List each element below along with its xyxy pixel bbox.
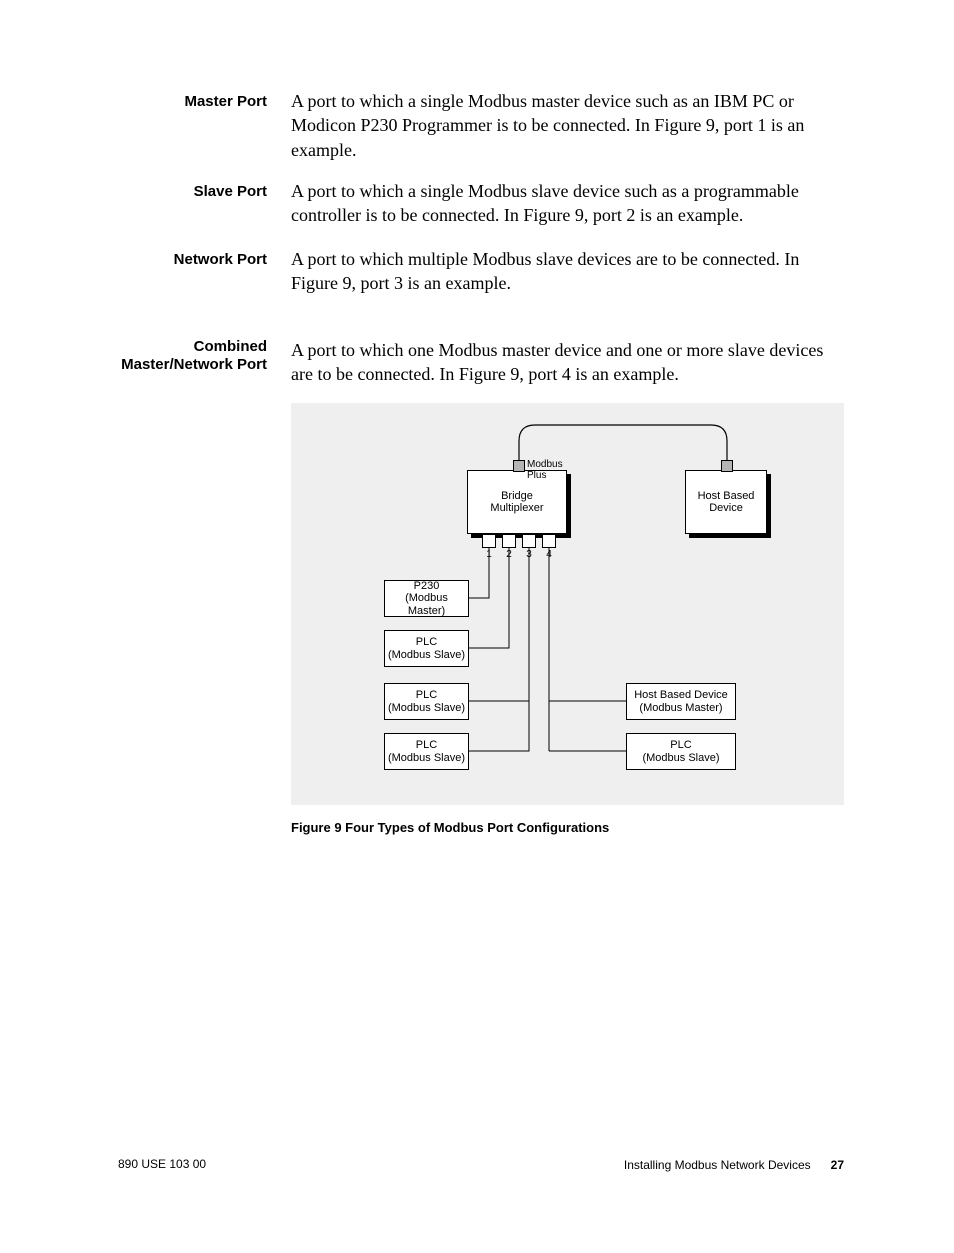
- bm85-port-1: [482, 534, 496, 548]
- bm85-port-2: [502, 534, 516, 548]
- plc4-l1: PLC: [670, 739, 691, 751]
- bm85-label-l2: Multiplexer: [490, 502, 543, 514]
- para-combined: A port to which one Modbus master device…: [291, 338, 844, 387]
- plc3b-box: PLC (Modbus Slave): [384, 733, 469, 770]
- port-num-2: 2: [502, 549, 516, 560]
- sidebar-label-slave: Slave Port: [72, 183, 267, 201]
- page-root: Master Port Slave Port Network Port Comb…: [0, 0, 954, 1253]
- sidebar-label-network: Network Port: [72, 251, 267, 269]
- bm85-port-3: [522, 534, 536, 548]
- host4-box: Host Based Device (Modbus Master): [626, 683, 736, 720]
- sidebar-label-combined-l1: Combined: [194, 338, 267, 355]
- host4-l1: Host Based Device: [634, 689, 728, 701]
- port-num-1: 1: [482, 549, 496, 560]
- modbus-plus-label: Modbus Plus: [527, 459, 557, 481]
- host-top-port: [721, 460, 733, 472]
- plc3a-box: PLC (Modbus Slave): [384, 683, 469, 720]
- port-num-4: 4: [542, 549, 556, 560]
- figure-caption: Figure 9 Four Types of Modbus Port Confi…: [291, 820, 609, 835]
- p230-box: P230 (Modbus Master): [384, 580, 469, 617]
- para-network: A port to which multiple Modbus slave de…: [291, 247, 844, 296]
- bm85-top-port: [513, 460, 525, 472]
- host-box: Host Based Device: [685, 470, 767, 534]
- plc2-l2: (Modbus Slave): [388, 649, 465, 661]
- host4-l2: (Modbus Master): [639, 702, 722, 714]
- para-slave: A port to which a single Modbus slave de…: [291, 179, 844, 228]
- sidebar-label-combined: Combined Master/Network Port: [72, 338, 267, 374]
- sidebar-label-master: Master Port: [72, 93, 267, 111]
- plc3b-l1: PLC: [416, 739, 437, 751]
- figure-wires: [291, 403, 844, 805]
- para-master: A port to which a single Modbus master d…: [291, 89, 844, 162]
- footer-title: Installing Modbus Network Devices: [624, 1158, 811, 1172]
- p230-l1: P230: [414, 580, 440, 592]
- host-label-l2: Device: [709, 502, 743, 514]
- port-num-3: 3: [522, 549, 536, 560]
- sidebar-label-combined-l2: Master/Network Port: [121, 356, 267, 373]
- figure-panel: Bridge Multiplexer Modbus Plus 1 2 3 4 H…: [291, 403, 844, 805]
- plc2-box: PLC (Modbus Slave): [384, 630, 469, 667]
- host-label-l1: Host Based: [698, 490, 755, 502]
- plc3a-l2: (Modbus Slave): [388, 702, 465, 714]
- plc4-box: PLC (Modbus Slave): [626, 733, 736, 770]
- plc2-l1: PLC: [416, 636, 437, 648]
- footer-right: Installing Modbus Network Devices 27: [600, 1157, 844, 1174]
- footer-doc-number: 890 USE 103 00: [118, 1157, 206, 1171]
- bm85-port-4: [542, 534, 556, 548]
- plc3a-l1: PLC: [416, 689, 437, 701]
- footer-page-num: 27: [831, 1158, 844, 1172]
- plc4-l2: (Modbus Slave): [642, 752, 719, 764]
- p230-l2: (Modbus Master): [385, 592, 468, 616]
- plc3b-l2: (Modbus Slave): [388, 752, 465, 764]
- bm85-label-l1: Bridge: [501, 490, 533, 502]
